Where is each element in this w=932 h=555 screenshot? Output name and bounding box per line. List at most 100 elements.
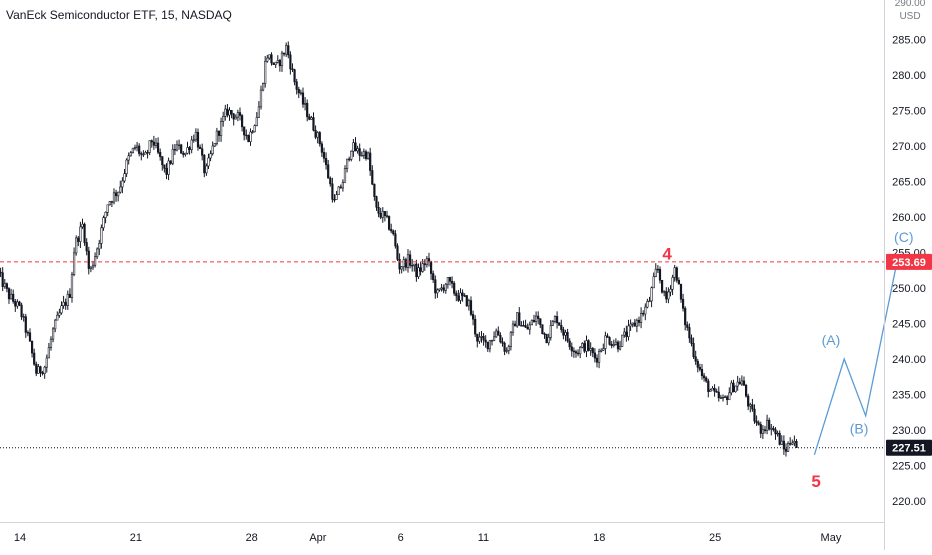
candle — [548, 334, 550, 346]
candle — [134, 145, 136, 151]
candle-body — [697, 361, 699, 367]
candle-body — [466, 296, 468, 306]
candle-body — [710, 390, 712, 392]
candle — [80, 222, 82, 248]
candle — [182, 151, 184, 158]
candle-body — [745, 385, 747, 396]
candle-body — [550, 325, 552, 337]
candle — [174, 144, 176, 155]
candle-body — [453, 283, 455, 293]
candle — [124, 169, 126, 183]
candle — [224, 105, 226, 121]
candle-body — [92, 265, 94, 267]
candle — [147, 150, 149, 159]
candle-body — [403, 260, 405, 267]
candle — [437, 288, 439, 298]
candle — [52, 327, 54, 342]
candle-body — [401, 267, 403, 269]
candle-body — [130, 153, 132, 156]
candle — [676, 266, 678, 282]
candle — [487, 342, 489, 352]
candle-body — [281, 53, 283, 66]
candle-body — [384, 211, 386, 215]
candle — [266, 55, 268, 63]
candle — [342, 179, 344, 191]
candle-body — [308, 117, 310, 120]
candle-body — [758, 423, 760, 425]
candle-body — [216, 131, 218, 143]
candle — [791, 440, 793, 446]
candle — [651, 286, 653, 307]
candle-body — [649, 301, 651, 302]
candle — [684, 306, 686, 330]
candle-body — [71, 275, 73, 298]
price-scale[interactable]: 290.00USD220.00225.00230.00235.00240.002… — [885, 0, 932, 550]
candle — [424, 259, 426, 271]
candle — [384, 211, 386, 221]
candle — [754, 404, 756, 424]
candle — [476, 334, 478, 347]
candle-body — [504, 343, 506, 351]
candle — [88, 247, 90, 275]
candle — [485, 335, 487, 348]
candle-body — [733, 383, 735, 392]
candle-body — [527, 327, 529, 329]
candle — [441, 284, 443, 292]
candle-body — [481, 336, 483, 337]
candle — [607, 333, 609, 337]
candle — [550, 320, 552, 341]
candle-body — [378, 207, 380, 213]
candle-body — [388, 216, 390, 229]
candle-body — [14, 301, 16, 306]
candle-body — [380, 213, 382, 217]
candle-body — [449, 277, 451, 281]
candle — [785, 443, 787, 456]
candle-body — [313, 118, 315, 131]
candle-body — [42, 373, 44, 374]
candle-body — [516, 313, 518, 326]
candle — [626, 326, 628, 342]
time-tick-label: 21 — [130, 532, 142, 544]
candle — [65, 299, 67, 310]
candle — [407, 249, 409, 273]
candle-body — [302, 93, 304, 104]
candle-body — [655, 269, 657, 276]
candle — [218, 130, 220, 141]
candle-body — [61, 306, 63, 313]
candle-body — [321, 144, 323, 153]
candle-body — [560, 325, 562, 329]
candle-body — [747, 396, 749, 406]
candle — [287, 41, 289, 58]
candle — [594, 348, 596, 362]
candle-body — [10, 294, 12, 299]
candle — [199, 145, 201, 150]
candle — [344, 165, 346, 182]
candle-body — [262, 83, 264, 90]
candle — [243, 127, 245, 141]
candle — [193, 135, 195, 143]
candle-body — [111, 202, 113, 203]
candle — [682, 294, 684, 312]
price-tick-label: 245.00 — [892, 319, 926, 331]
candle — [327, 160, 329, 179]
candle-body — [630, 324, 632, 326]
candle — [577, 349, 579, 356]
candle — [111, 201, 113, 207]
candle — [642, 310, 644, 316]
candle-body — [94, 257, 96, 265]
candle — [794, 436, 796, 447]
candle — [321, 141, 323, 157]
wave-label: (A) — [822, 332, 841, 348]
candle-body — [17, 302, 19, 306]
candle-body — [628, 326, 630, 337]
candle-body — [789, 443, 791, 444]
candle-body — [653, 277, 655, 288]
candle-body — [176, 145, 178, 150]
candle — [119, 181, 121, 194]
candle-body — [533, 320, 535, 321]
candle-body — [109, 202, 111, 205]
candle — [703, 373, 705, 382]
